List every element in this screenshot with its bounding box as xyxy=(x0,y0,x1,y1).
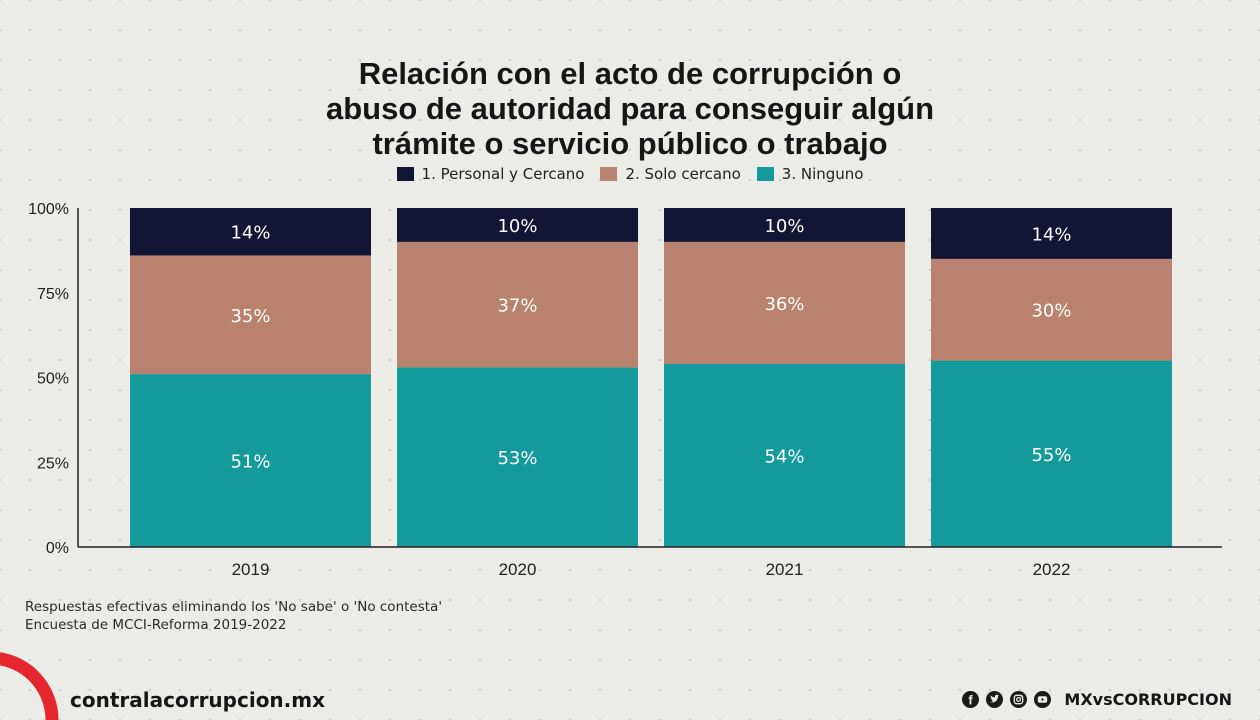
y-tick-label: 75% xyxy=(37,286,69,303)
x-tick-label: 2020 xyxy=(499,560,537,579)
note-line: Encuesta de MCCI-Reforma 2019-2022 xyxy=(25,617,287,633)
y-tick-label: 50% xyxy=(37,371,69,388)
x-tick-label: 2022 xyxy=(1033,560,1071,579)
y-tick-label: 25% xyxy=(37,455,69,472)
bar-solo-cercano-2019 xyxy=(130,255,371,375)
data-label-ninguno-2021: 54% xyxy=(764,446,804,467)
brand-arc-logo xyxy=(0,652,59,720)
bar-personal-y-cercano-2021 xyxy=(664,208,905,242)
legend-label-solo: 2. Solo cercano xyxy=(625,165,741,183)
legend-swatch-personal xyxy=(396,167,414,181)
legend-swatch-ninguno xyxy=(756,167,774,181)
data-label-ninguno-2020: 53% xyxy=(497,448,537,469)
legend-item-personal: 1. Personal y Cercano xyxy=(396,165,585,183)
data-label-solo-cercano-2019: 35% xyxy=(230,306,270,327)
bar-ninguno-2021 xyxy=(664,363,905,547)
bar-solo-cercano-2020 xyxy=(397,241,638,368)
youtube-icon[interactable] xyxy=(1034,691,1052,708)
data-label-solo-cercano-2021: 36% xyxy=(764,294,804,315)
stacked-bar-chart: 0% 25% 50% 75% 100% 51% 35% 14% 2019 53% 37% 10% 202… xyxy=(28,201,1222,579)
instagram-icon[interactable] xyxy=(1010,691,1028,708)
footer-handle[interactable]: MXvsCORRUPCION xyxy=(1064,690,1232,709)
bar-solo-cercano-2021 xyxy=(664,241,905,364)
data-label-solo-cercano-2022: 30% xyxy=(1031,301,1071,322)
footer-site-link[interactable]: contralacorrupcion.mx xyxy=(70,688,326,712)
svg-text:f: f xyxy=(969,693,974,708)
chart-legend: 1. Personal y Cercano 2. Solo cercano 3.… xyxy=(0,165,1260,183)
data-label-personal-y-cercano-2020: 10% xyxy=(497,216,537,237)
legend-item-ninguno: 3. Ninguno xyxy=(756,165,864,183)
bar-ninguno-2022 xyxy=(931,360,1172,547)
note-line: Respuestas efectivas eliminando los 'No … xyxy=(25,599,443,615)
bar-solo-cercano-2022 xyxy=(931,258,1172,361)
legend-label-personal: 1. Personal y Cercano xyxy=(421,165,585,183)
legend-item-solo: 2. Solo cercano xyxy=(600,165,741,183)
bar-personal-y-cercano-2022 xyxy=(931,208,1172,259)
facebook-icon[interactable]: f xyxy=(962,691,980,708)
bar-ninguno-2020 xyxy=(397,367,638,547)
bar-personal-y-cercano-2019 xyxy=(130,208,371,256)
y-tick-label: 0% xyxy=(46,540,69,557)
data-label-ninguno-2019: 51% xyxy=(230,452,270,473)
chart-notes: Respuestas efectivas eliminando los 'No … xyxy=(25,598,442,634)
data-label-personal-y-cercano-2019: 14% xyxy=(230,223,270,244)
data-label-personal-y-cercano-2022: 14% xyxy=(1031,224,1071,245)
chart-title: Relación con el acto de corrupción o abu… xyxy=(0,56,1260,161)
legend-swatch-solo xyxy=(600,167,618,181)
footer-social: f MXvsCORRUPCION xyxy=(962,690,1232,709)
chart-title-line: abuso de autoridad para conseguir algún xyxy=(325,91,935,126)
bar-personal-y-cercano-2020 xyxy=(397,208,638,242)
chart-title-line: Relación con el acto de corrupción o xyxy=(358,56,902,91)
x-tick-label: 2019 xyxy=(232,560,270,579)
data-label-solo-cercano-2020: 37% xyxy=(497,296,537,317)
y-tick-label: 100% xyxy=(28,201,69,218)
legend-label-ninguno: 3. Ninguno xyxy=(781,165,864,183)
chart-title-line: trámite o servicio público o trabajo xyxy=(372,126,888,161)
data-label-ninguno-2022: 55% xyxy=(1031,445,1071,466)
twitter-icon[interactable] xyxy=(986,691,1004,708)
data-label-personal-y-cercano-2021: 10% xyxy=(764,216,804,237)
x-tick-label: 2021 xyxy=(766,560,804,579)
bar-ninguno-2019 xyxy=(130,374,371,547)
